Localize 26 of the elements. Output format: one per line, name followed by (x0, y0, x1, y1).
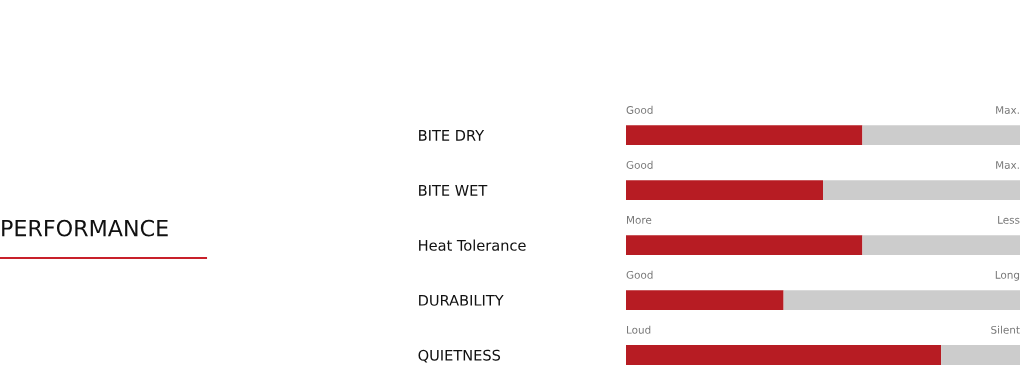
annotation: Good (626, 270, 653, 279)
bar (862, 125, 1020, 146)
annotation: Good (626, 105, 653, 114)
bar (626, 345, 942, 365)
y-tick-label: BITE WET (419, 185, 488, 196)
bar (823, 180, 1020, 201)
y-tick-label: BITE DRY (419, 130, 485, 141)
y-tick-label: Heat Tolerance (419, 239, 526, 251)
bar (626, 180, 823, 201)
annotation: Max. (996, 106, 1019, 114)
annotation: Long (995, 271, 1020, 281)
bar (941, 345, 1020, 365)
annotation: Loud (627, 325, 651, 334)
text: PERFORMANCE (2, 219, 168, 237)
annotation: Less (998, 216, 1020, 224)
bar (862, 235, 1020, 255)
y-tick-label: QUIETNESS (418, 349, 501, 363)
bar (626, 290, 784, 310)
bar (626, 125, 863, 146)
y-tick-label: DURABILITY (419, 294, 504, 306)
annotation: Good (626, 160, 653, 169)
bar (783, 290, 1020, 310)
bar (626, 235, 863, 255)
annotation: More (627, 216, 652, 224)
annotation: Max. (996, 161, 1019, 169)
annotation: Silent (991, 325, 1020, 334)
